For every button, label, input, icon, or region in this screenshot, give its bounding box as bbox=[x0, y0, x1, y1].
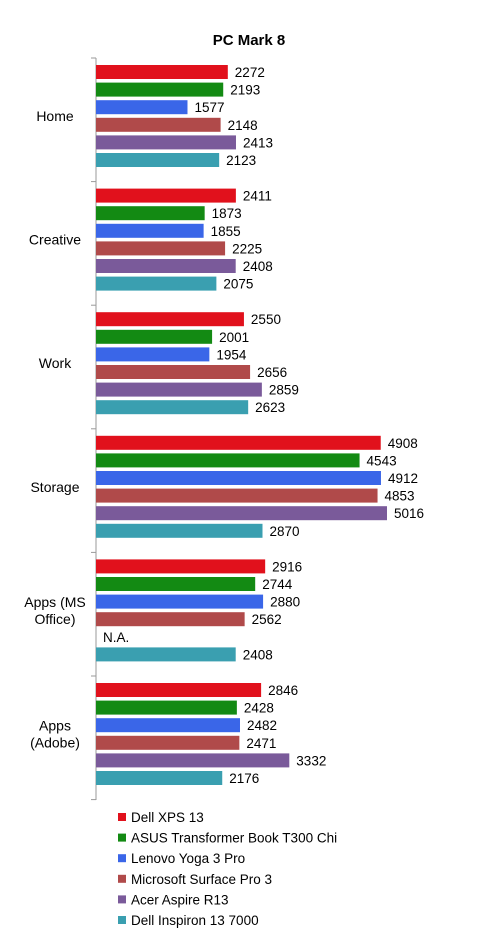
legend-swatch bbox=[118, 854, 126, 863]
bar bbox=[96, 523, 263, 538]
bar bbox=[96, 65, 228, 79]
value-label: 2123 bbox=[226, 153, 256, 168]
value-label: 2562 bbox=[252, 612, 282, 627]
bar bbox=[96, 117, 221, 132]
bar bbox=[96, 329, 213, 344]
chart-title: PC Mark 8 bbox=[213, 32, 286, 49]
value-label: 2272 bbox=[235, 65, 265, 80]
bar bbox=[96, 400, 249, 415]
bar bbox=[96, 100, 188, 115]
value-label: 2411 bbox=[243, 189, 272, 204]
legend-swatch bbox=[118, 916, 126, 924]
bar bbox=[96, 718, 240, 733]
bar bbox=[96, 382, 262, 397]
bar bbox=[96, 683, 262, 697]
bar bbox=[96, 612, 245, 627]
legend-swatch bbox=[118, 833, 126, 842]
value-label: 2623 bbox=[255, 400, 285, 415]
value-label: 2859 bbox=[269, 383, 299, 398]
category-label: Apps (MS Office) bbox=[24, 594, 85, 627]
category-labels: Home Creative Work Storage Apps (MS Office) Ap… bbox=[24, 108, 85, 751]
value-label: 2471 bbox=[246, 736, 276, 751]
bar bbox=[96, 365, 251, 379]
value-label: 2428 bbox=[244, 701, 274, 716]
legend-label: Microsoft Surface Pro 3 bbox=[131, 872, 272, 887]
legend-label: Dell Inspiron 13 7000 bbox=[131, 913, 259, 928]
legend-label: Lenovo Yoga 3 Pro bbox=[131, 851, 245, 866]
value-label: 2075 bbox=[223, 277, 253, 292]
legend-swatch bbox=[118, 895, 126, 904]
bar bbox=[96, 506, 387, 521]
value-label: 2413 bbox=[243, 135, 273, 150]
value-label: 5016 bbox=[394, 506, 424, 521]
category-label: Apps (Adobe) bbox=[30, 718, 80, 751]
value-label: 2408 bbox=[243, 259, 273, 274]
value-label: 2916 bbox=[272, 559, 302, 574]
bar bbox=[96, 559, 266, 574]
bar bbox=[96, 312, 244, 327]
bar bbox=[96, 153, 220, 167]
value-label: 3332 bbox=[296, 753, 326, 768]
bar bbox=[96, 594, 264, 609]
legend-swatch bbox=[118, 813, 126, 821]
legend-label: ASUS Transformer Book T300 Chi bbox=[131, 831, 337, 846]
value-label: 2870 bbox=[270, 524, 300, 539]
bar bbox=[96, 206, 205, 221]
legend-label: Dell XPS 13 bbox=[131, 810, 204, 825]
value-label: 2744 bbox=[262, 577, 293, 592]
value-label: 2846 bbox=[268, 683, 298, 698]
bar bbox=[96, 135, 236, 150]
bar bbox=[96, 435, 381, 450]
legend-swatch bbox=[118, 874, 126, 883]
value-label: 2176 bbox=[229, 771, 259, 786]
value-label: 2193 bbox=[230, 83, 260, 98]
value-label: 2225 bbox=[232, 241, 262, 256]
value-label: 2656 bbox=[257, 365, 287, 380]
value-label: 1954 bbox=[216, 347, 247, 362]
bar bbox=[96, 700, 237, 715]
bar bbox=[96, 223, 204, 238]
value-label: 4853 bbox=[385, 489, 415, 504]
bar bbox=[96, 347, 210, 362]
bar bbox=[96, 259, 236, 273]
value-label: 4908 bbox=[388, 436, 418, 451]
category-axis bbox=[91, 57, 97, 801]
legend: Dell XPS 13 ASUS Transformer Book T300 Ch… bbox=[118, 810, 337, 928]
bar bbox=[96, 276, 217, 291]
category-label: Home bbox=[36, 108, 74, 124]
value-label: 2482 bbox=[247, 718, 277, 733]
value-label: 1577 bbox=[194, 100, 224, 115]
value-label: 4543 bbox=[367, 453, 397, 468]
value-label: 1873 bbox=[212, 206, 242, 221]
value-label: 2550 bbox=[251, 312, 281, 327]
bar bbox=[96, 471, 381, 485]
value-label: 2148 bbox=[228, 118, 258, 133]
bar bbox=[96, 488, 378, 503]
category-label: Work bbox=[39, 355, 72, 371]
value-label: 1855 bbox=[211, 224, 241, 239]
legend-label: Acer Aspire R13 bbox=[131, 892, 229, 907]
bar bbox=[96, 241, 226, 256]
category-label: Creative bbox=[29, 232, 81, 248]
bar bbox=[96, 82, 224, 97]
bar bbox=[96, 753, 290, 768]
category-label: Storage bbox=[30, 479, 79, 495]
bar bbox=[96, 771, 223, 785]
bar bbox=[96, 453, 360, 468]
bar bbox=[96, 647, 236, 662]
bar bbox=[96, 577, 256, 591]
value-label: 2408 bbox=[243, 647, 273, 662]
bar bbox=[96, 735, 240, 750]
bar bbox=[96, 188, 236, 203]
value-label: 2880 bbox=[270, 595, 300, 610]
bars bbox=[96, 65, 387, 785]
missing-value-label: N.A. bbox=[103, 630, 129, 645]
value-label: 2001 bbox=[219, 330, 249, 345]
value-label: 4912 bbox=[388, 471, 418, 486]
